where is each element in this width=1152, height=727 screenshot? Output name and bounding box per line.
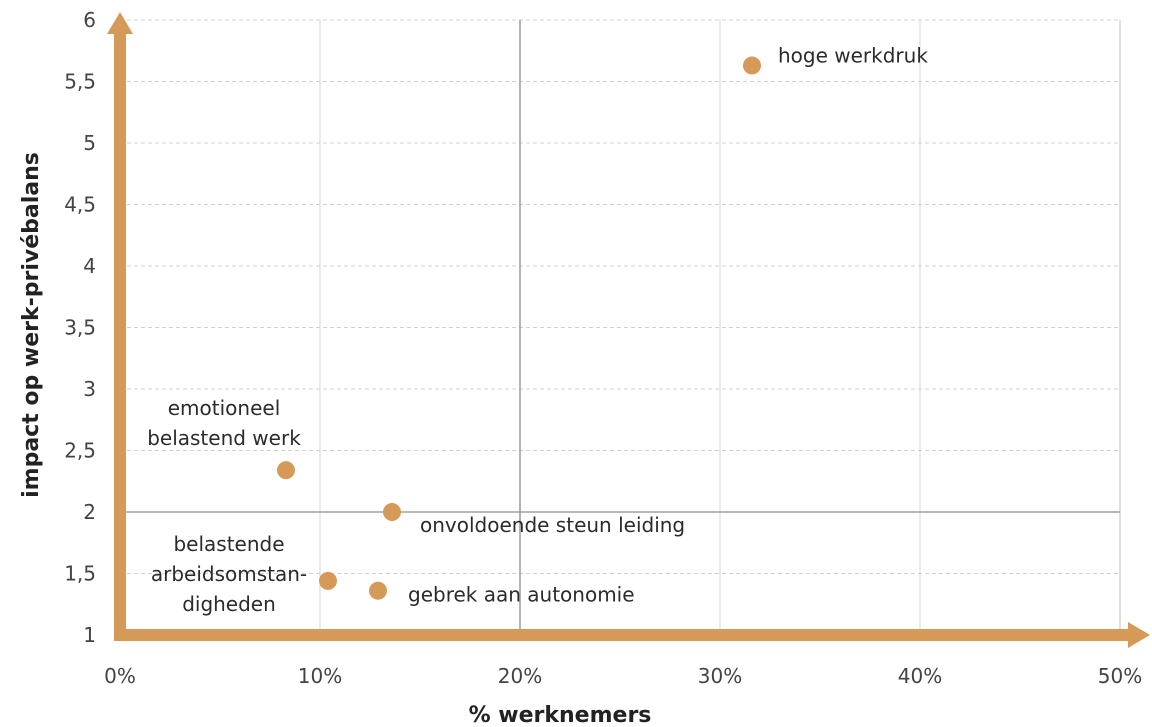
point-label: emotioneel belastend werk <box>147 396 301 450</box>
y-tick-label: 4,5 <box>64 193 96 217</box>
x-tick-label: 40% <box>898 664 942 688</box>
y-tick-label: 6 <box>83 8 96 32</box>
x-axis-arrowhead <box>1128 622 1150 648</box>
x-tick-label: 10% <box>298 664 342 688</box>
x-tick-labels: 0% 10% 20% 30% 40% 50% <box>104 664 1142 688</box>
data-point <box>319 571 337 590</box>
point-label: belastende arbeidsomstan-digheden <box>151 532 307 616</box>
data-point <box>743 56 761 75</box>
y-tick-label: 1,5 <box>64 562 96 586</box>
point-label-line: emotioneel <box>168 396 281 420</box>
y-tick-label: 2 <box>83 500 96 524</box>
data-point <box>369 581 387 600</box>
point-label-line: belastend werk <box>147 426 301 450</box>
data-point <box>277 461 295 480</box>
axes <box>107 12 1150 648</box>
data-point <box>383 503 401 521</box>
x-axis-bar <box>114 629 1128 641</box>
x-axis-title: % werknemers <box>469 703 652 727</box>
quadrant-lines <box>120 20 1120 635</box>
y-tick-label: 5 <box>83 131 96 155</box>
point-label-line: digheden <box>182 592 276 616</box>
y-axis-bar <box>114 26 126 641</box>
y-tick-label: 1 <box>83 623 96 647</box>
point-label-line: onvoldoende steun leiding <box>420 513 685 537</box>
point-label: hoge werkdruk <box>778 44 928 68</box>
point-label-line: arbeidsomstan- <box>151 562 307 586</box>
point-label-line: gebrek aan autonomie <box>408 583 635 607</box>
x-tick-label: 30% <box>698 664 742 688</box>
y-tick-label: 3 <box>83 377 96 401</box>
y-axis-arrowhead <box>107 12 133 34</box>
y-tick-label: 4 <box>83 254 96 278</box>
point-label-line: hoge werkdruk <box>778 44 928 68</box>
data-points <box>277 56 761 600</box>
x-tick-label: 20% <box>498 664 542 688</box>
point-label: onvoldoende steun leiding <box>420 513 685 537</box>
x-tick-label: 0% <box>104 664 136 688</box>
y-axis-title: impact op werk-privébalans <box>19 152 44 498</box>
y-tick-label: 3,5 <box>64 316 96 340</box>
point-label-line: belastende <box>173 532 284 556</box>
point-labels: hoge werkdruk emotioneel belastend werk onv… <box>147 44 928 616</box>
point-label: gebrek aan autonomie <box>408 583 635 607</box>
x-tick-label: 50% <box>1098 664 1142 688</box>
y-tick-label: 2,5 <box>64 439 96 463</box>
y-tick-labels: 1 1,5 2 2,5 3 3,5 4 4,5 5 5,5 6 <box>64 8 96 647</box>
y-tick-label: 5,5 <box>64 70 96 94</box>
